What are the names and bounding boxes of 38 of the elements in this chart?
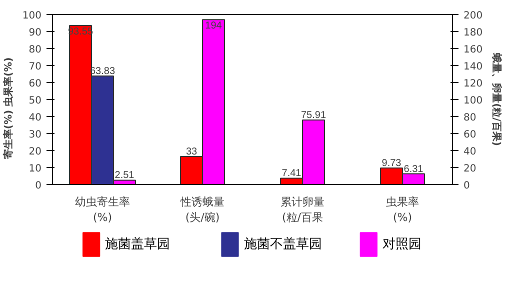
y2-tick-label: 160 <box>464 44 483 56</box>
data-label: 9.73 <box>382 158 402 169</box>
y2-tick-label: 180 <box>464 28 483 38</box>
y-tick-label: 100 <box>22 10 42 22</box>
y-tick-label: 60 <box>28 78 42 90</box>
y-tick-label: 80 <box>28 44 42 56</box>
x-tick-label: 幼虫寄生率 (%) <box>75 196 130 224</box>
data-label: 33 <box>186 146 198 158</box>
y-tick-label: 90 <box>28 28 42 38</box>
data-label: 75.91 <box>300 110 326 121</box>
y-tick-label: 30 <box>28 130 42 140</box>
legend-label: 对照园 <box>382 237 422 252</box>
y2-tick-label: 200 <box>464 10 483 22</box>
legend-label: 施菌不盖草园 <box>244 236 322 252</box>
x-tick-label: 性诱蛾量 (头/碗) <box>180 196 224 224</box>
y2-tick-label: 140 <box>464 62 483 72</box>
y-tick-label: 40 <box>28 112 42 124</box>
x-tick-label: 累计卵量 (粒/百果 <box>280 196 324 224</box>
data-label: 7.41 <box>282 168 302 180</box>
data-label: 2.51 <box>114 170 135 182</box>
y2-tick-label: 20 <box>464 164 476 174</box>
data-label: 6.31 <box>404 164 424 175</box>
y2-tick-label: 100 <box>464 96 483 106</box>
x-tick-label: 虫果率 (%) <box>386 196 419 224</box>
y2-tick-label: 120 <box>464 78 483 90</box>
y-axis-title: 寄生率(%) 虫果率(%) <box>2 57 14 160</box>
y2-tick-label: 80 <box>464 112 476 124</box>
y2-tick-label: 60 <box>464 130 476 140</box>
y-tick-label: 10 <box>28 164 42 174</box>
y2-axis-title: 蛾量、卵量(粒/百果) <box>490 52 503 146</box>
y-tick-label: 70 <box>28 62 42 72</box>
y-tick-label: 20 <box>28 146 42 158</box>
y-tick-label: 50 <box>28 96 42 106</box>
data-label: 194 <box>205 20 222 32</box>
y2-tick-label: 40 <box>464 146 476 158</box>
y2-tick-label: 0 <box>464 180 470 192</box>
y-tick-label: 0 <box>35 180 42 192</box>
legend-label: 施菌盖草园 <box>105 236 170 252</box>
